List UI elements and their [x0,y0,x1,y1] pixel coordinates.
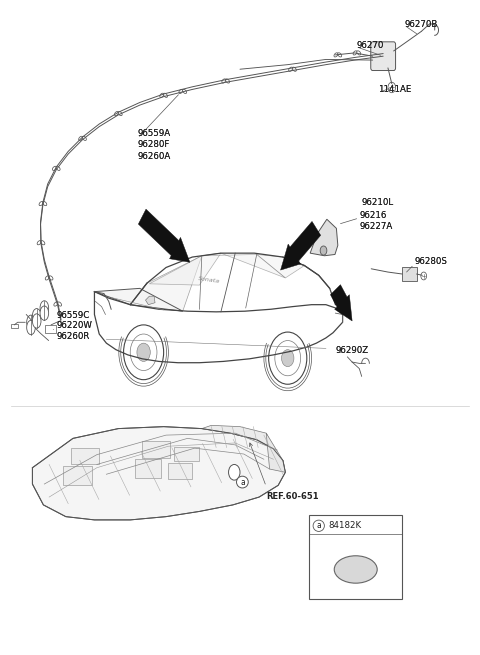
FancyBboxPatch shape [45,325,56,333]
Circle shape [388,83,396,93]
Polygon shape [202,425,274,449]
Ellipse shape [182,89,187,94]
Text: Sonata: Sonata [198,276,220,284]
Ellipse shape [179,89,183,94]
Polygon shape [281,221,321,270]
Ellipse shape [27,320,35,335]
Ellipse shape [292,67,296,71]
Ellipse shape [114,111,119,116]
Ellipse shape [41,240,45,245]
Text: 96210L: 96210L [362,198,394,207]
Text: 96559C: 96559C [56,310,89,320]
Ellipse shape [334,53,338,57]
Text: 96216: 96216 [360,211,387,220]
Ellipse shape [226,79,229,83]
FancyBboxPatch shape [402,267,417,281]
Text: 96559A: 96559A [137,129,170,138]
Ellipse shape [27,315,35,329]
Circle shape [421,272,427,280]
Text: 96290Z: 96290Z [336,346,369,355]
Ellipse shape [56,166,60,170]
Ellipse shape [338,53,342,57]
Text: 96220W: 96220W [56,321,92,330]
Ellipse shape [52,166,56,170]
Text: 96260R: 96260R [56,331,90,341]
Polygon shape [266,433,285,472]
Circle shape [320,246,327,255]
Polygon shape [202,253,285,278]
Text: 84182K: 84182K [328,521,361,531]
Bar [309,515,402,599]
Text: 96280S: 96280S [414,257,447,265]
Ellipse shape [40,306,48,320]
Ellipse shape [33,314,41,328]
Ellipse shape [79,136,83,140]
Text: 96290Z: 96290Z [336,346,369,355]
Bar [63,466,92,485]
Text: 96559C: 96559C [56,310,89,320]
Ellipse shape [43,202,47,206]
Ellipse shape [353,51,357,55]
Text: a: a [240,477,245,487]
Bar [135,459,161,477]
Text: 96260A: 96260A [137,151,171,160]
Ellipse shape [37,240,41,245]
Ellipse shape [83,136,86,140]
Polygon shape [310,219,338,255]
Ellipse shape [54,302,58,306]
Bar [142,441,170,458]
Text: 96227A: 96227A [360,222,393,231]
Ellipse shape [334,556,377,583]
Text: 1141AE: 1141AE [378,85,412,94]
Text: 96280F: 96280F [137,140,170,149]
Circle shape [228,464,240,480]
Ellipse shape [222,79,226,83]
FancyBboxPatch shape [371,42,396,71]
Text: 96280S: 96280S [414,257,447,265]
Bar [71,448,99,464]
Text: 96270: 96270 [357,41,384,50]
Ellipse shape [33,309,41,323]
Text: a: a [316,521,321,531]
Text: 96559A: 96559A [137,129,170,138]
Text: 96227A: 96227A [360,222,393,231]
Polygon shape [257,254,304,278]
Text: 96220W: 96220W [56,321,92,330]
Ellipse shape [164,93,168,98]
Text: 96216: 96216 [360,211,387,220]
Polygon shape [138,209,190,262]
Ellipse shape [288,67,293,71]
Ellipse shape [45,276,49,280]
Circle shape [137,343,150,362]
Text: 96270B: 96270B [405,20,438,29]
Text: 96270B: 96270B [405,20,438,29]
Polygon shape [330,285,352,321]
Ellipse shape [39,202,43,206]
Text: 96260R: 96260R [56,331,90,341]
Ellipse shape [160,93,164,98]
Text: 1141AE: 1141AE [378,85,412,94]
Polygon shape [145,296,155,305]
Polygon shape [95,288,183,311]
Polygon shape [149,253,221,285]
Bar [11,324,18,328]
Ellipse shape [49,276,53,280]
Polygon shape [130,255,202,311]
Bar [168,462,192,479]
Circle shape [281,350,294,367]
Bar [174,447,199,461]
Ellipse shape [357,51,361,55]
Text: REF.60-651: REF.60-651 [266,492,319,501]
Ellipse shape [40,301,48,315]
Ellipse shape [58,302,61,306]
Text: 96280F: 96280F [137,140,170,149]
Ellipse shape [118,111,122,116]
Text: 96210L: 96210L [362,198,394,207]
Text: 96260A: 96260A [137,151,171,160]
Text: 96270: 96270 [357,41,384,50]
Polygon shape [33,426,285,520]
